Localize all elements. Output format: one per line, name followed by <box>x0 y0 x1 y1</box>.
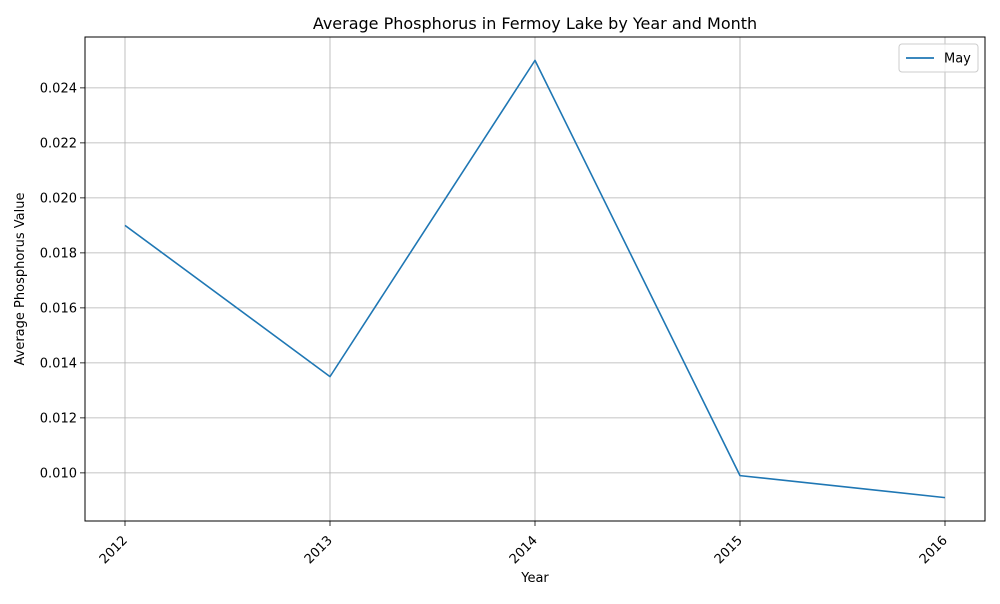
x-tick-label: 2013 <box>302 533 336 567</box>
legend: May <box>898 43 979 73</box>
series-line-may <box>124 59 946 499</box>
y-tick-label: 0.016 <box>40 301 77 316</box>
y-axis-label: Average Phosphorus Value <box>13 193 28 366</box>
y-tick-label: 0.022 <box>40 136 77 151</box>
chart-title: Average Phosphorus in Fermoy Lake by Yea… <box>313 14 757 33</box>
series-layer <box>124 59 946 499</box>
x-tick-label: 2015 <box>712 533 746 567</box>
legend-box <box>898 43 979 73</box>
y-tick-label: 0.014 <box>40 356 77 371</box>
x-tick-label: 2014 <box>507 533 541 567</box>
y-tick-label: 0.024 <box>40 81 77 96</box>
y-tick-label: 0.018 <box>40 246 77 261</box>
grid-layer <box>85 37 985 521</box>
x-axis-label: Year <box>520 571 549 586</box>
legend-label: May <box>944 52 971 67</box>
x-tick-label: 2012 <box>97 533 131 567</box>
y-tick-label: 0.012 <box>40 411 77 426</box>
y-tick-label: 0.020 <box>40 191 77 206</box>
ticks-layer: 2012 2013 2014 2015 2016 0.010 0.012 0.014 0.016… <box>40 81 951 567</box>
y-tick-label: 0.010 <box>40 466 77 481</box>
x-tick-label: 2016 <box>917 533 951 567</box>
